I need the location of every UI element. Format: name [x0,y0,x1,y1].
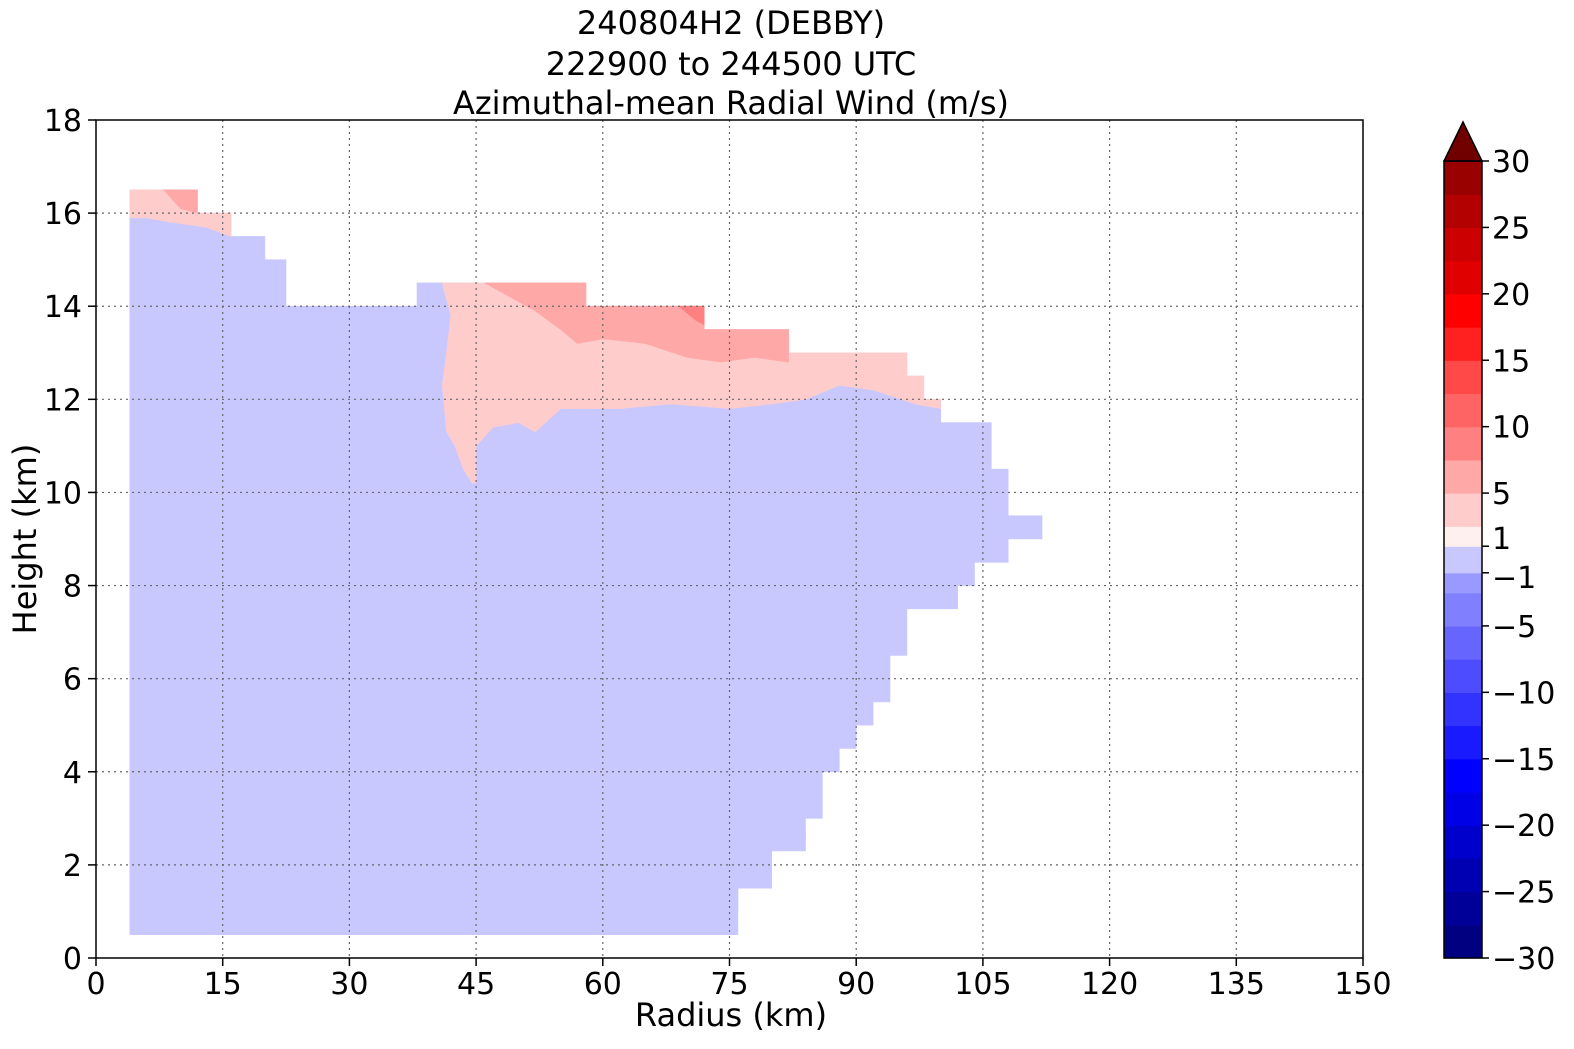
colorbar-segment-22 [1444,227,1482,262]
colorbar-segment-11 [1444,572,1482,594]
colorbar-segment-3 [1444,825,1482,859]
contour-regions [128,189,1043,936]
contour-region-4 [551,827,806,935]
colorbar-tick-label-11: −20 [1492,809,1555,844]
colorbar-segment-2 [1444,858,1482,893]
colorbar-extend-arrow [1442,120,1484,162]
colorbar-segment-24 [1444,161,1482,195]
colorbar-tick-label-10: −15 [1492,743,1555,778]
x-tick-label-1: 15 [204,967,242,1002]
y-tick-label-4: 8 [63,570,82,605]
colorbar-segment-8 [1444,659,1482,693]
colorbar-segment-20 [1444,293,1482,328]
colorbar-segment-23 [1444,194,1482,229]
title-line-2: 222900 to 244500 UTC [546,45,916,83]
y-tick-label-2: 4 [63,756,82,791]
colorbar-segment-21 [1444,260,1482,295]
y-tick-label-5: 10 [44,476,82,511]
colorbar-tick-label-1: 25 [1492,211,1530,246]
x-tick-label-5: 75 [710,967,748,1002]
colorbar-segment-6 [1444,725,1482,760]
colorbar-tick-label-8: −5 [1492,610,1536,645]
x-tick-label-9: 135 [1208,967,1265,1002]
y-tick-label-7: 14 [44,290,82,325]
y-tick-label-0: 0 [63,942,82,977]
x-tick-label-2: 30 [330,967,368,1002]
contour-region-2 [129,310,207,386]
colorbar-segment-12 [1444,546,1482,574]
colorbar-segment-17 [1444,393,1482,428]
contour-region-7 [677,305,705,326]
colorbar: 30 25 20 15 10 5 1 −1 −5 −10 −15 −20 −25 −30 [1442,120,1555,977]
colorbar-segment-4 [1444,791,1482,826]
y-tick-label-3: 6 [63,663,82,698]
x-tick-label-0: 0 [86,967,105,1002]
x-tick-label-7: 105 [954,967,1011,1002]
colorbar-segment-19 [1444,327,1482,361]
colorbar-segment-1 [1444,891,1482,926]
x-tick-label-10: 150 [1334,967,1391,1002]
colorbar-tick-label-4: 10 [1492,411,1530,446]
title-line-3: Azimuthal-mean Radial Wind (m/s) [453,84,1009,122]
colorbar-segment-0 [1444,924,1482,959]
colorbar-tick-label-13: −30 [1492,942,1555,977]
colorbar-segment-9 [1444,625,1482,660]
y-tick-label-8: 16 [44,197,82,232]
contour-region-9 [162,189,198,214]
y-axis-ticks: 0 2 4 6 8 10 12 14 16 18 [44,104,96,977]
title-line-1: 240804H2 (DEBBY) [577,4,885,42]
colorbar-segment-15 [1444,459,1482,494]
colorbar-tick-label-5: 5 [1492,477,1511,512]
y-tick-label-1: 2 [63,849,82,884]
colorbar-segment-14 [1444,493,1482,527]
y-axis-label: Height (km) [6,444,44,635]
y-tick-label-6: 12 [44,383,82,418]
grid-lines [96,120,1363,958]
colorbar-tick-label-9: −10 [1492,676,1555,711]
x-tick-label-4: 60 [584,967,622,1002]
colorbar-tick-label-7: −1 [1492,561,1536,596]
colorbar-segment-16 [1444,426,1482,461]
colorbar-segment-13 [1444,526,1482,547]
colorbar-segment-5 [1444,758,1482,793]
colorbar-tick-label-3: 15 [1492,344,1530,379]
colorbar-tick-label-0: 30 [1492,145,1530,180]
x-tick-label-6: 90 [837,967,875,1002]
colorbar-segment-7 [1444,692,1482,727]
colorbar-tick-label-12: −25 [1492,876,1555,911]
colorbar-frame [1443,160,1483,959]
x-axis-ticks: 0 15 30 45 60 75 90 105 120 135 150 [86,958,1392,1002]
colorbar-segment-10 [1444,592,1482,627]
x-axis-label: Radius (km) [635,996,827,1034]
colorbar-segment-18 [1444,360,1482,395]
chart-title: 240804H2 (DEBBY) 222900 to 244500 UTC Az… [453,4,1009,122]
x-tick-label-8: 120 [1081,967,1138,1002]
colorbar-tick-label-2: 20 [1492,278,1530,313]
colorbar-tick-label-6: 1 [1492,522,1511,557]
contour-region-3 [129,403,578,936]
x-tick-label-3: 45 [457,967,495,1002]
y-tick-label-9: 18 [44,104,82,139]
contour-region-6 [484,282,789,363]
